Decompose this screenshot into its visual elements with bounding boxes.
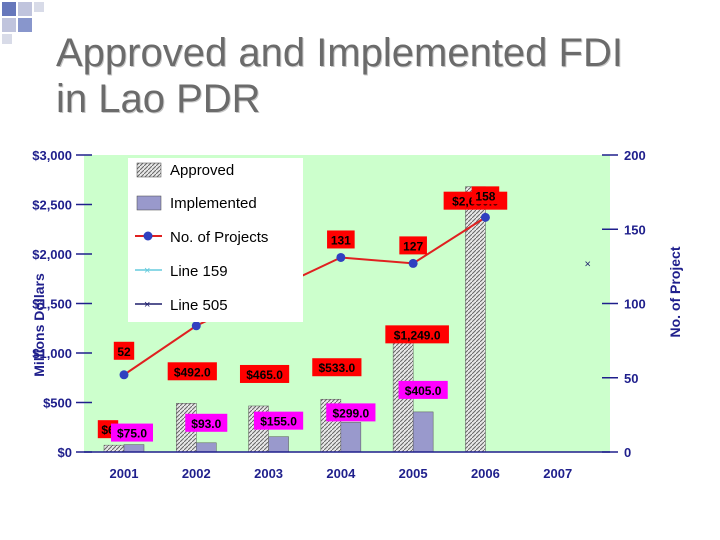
fdi-chart: × $0 $500 $1,000 $1,500 $2,000 $2,500 $3,000 0 5… xyxy=(31,148,683,481)
legend-swatch-approved xyxy=(136,162,162,178)
label-approved-2005: $1,249.0 xyxy=(394,328,441,342)
x-tick-label-2001: 2001 xyxy=(110,466,139,481)
y-axis-right-title: No. of Project xyxy=(667,246,683,337)
point-projects-2005 xyxy=(408,258,418,268)
label-implemented-2005-bg xyxy=(398,380,448,399)
point-line-505-2007: × xyxy=(584,258,590,270)
slide-title-line-2: in Lao PDR xyxy=(56,77,261,121)
y-left-tick-label: $500 xyxy=(43,396,72,411)
label-implemented-2003-bg xyxy=(253,411,304,430)
slide-title-line-1: Approved and Implemented FDI xyxy=(56,31,623,75)
label-implemented-2005: $405.0 xyxy=(405,384,442,398)
y-left-tick-label: $2,500 xyxy=(32,198,72,213)
y-left-tick-label: $3,000 xyxy=(32,148,72,163)
legend-marker-line-159: × xyxy=(144,265,150,277)
slide-title: Approved and Implemented FDI in Lao PDR xyxy=(56,30,696,122)
label-implemented-2002-bg xyxy=(185,413,228,432)
y-left-tick-label: $0 xyxy=(58,445,72,460)
bar-approved-2001 xyxy=(103,444,125,453)
bar-implemented-2001 xyxy=(123,444,145,453)
label-approved-2002: $492.0 xyxy=(174,365,211,379)
legend-label-projects: No. of Projects xyxy=(170,229,268,246)
point-projects-2002 xyxy=(191,321,201,331)
y-right-tick-label: 150 xyxy=(624,222,646,237)
label-projects-2006-bg xyxy=(471,186,500,205)
point-projects-2001 xyxy=(119,370,129,380)
legend-marker-projects xyxy=(143,231,153,241)
label-projects-2001-bg xyxy=(113,341,135,360)
x-tick-label-2003: 2003 xyxy=(254,466,283,481)
legend-label-approved: Approved xyxy=(170,162,234,179)
legend-label-line-505: Line 505 xyxy=(170,297,228,314)
label-implemented-2004-bg xyxy=(326,403,376,422)
legend-label-implemented: Implemented xyxy=(170,195,257,212)
legend-marker-line-505: × xyxy=(144,299,150,311)
x-tick-label-2005: 2005 xyxy=(399,466,428,481)
label-projects-2006: 158 xyxy=(475,189,495,203)
label-approved-2003: $465.0 xyxy=(246,368,283,382)
x-tick-label-2006: 2006 xyxy=(471,466,500,481)
y-axis-left-title: Millions Dollars xyxy=(31,273,47,377)
bar-implemented-2002 xyxy=(196,442,217,453)
x-tick-label-2004: 2004 xyxy=(326,466,356,481)
bar-implemented-2004 xyxy=(340,422,362,453)
corner-decoration xyxy=(2,2,44,44)
label-implemented-2004: $299.0 xyxy=(333,406,370,420)
bar-implemented-2003 xyxy=(268,436,289,453)
label-projects-2005: 127 xyxy=(403,239,423,253)
y-right-tick-label: 200 xyxy=(624,148,646,163)
y-left-tick-label: $1,000 xyxy=(32,346,72,361)
label-projects-2005-bg xyxy=(399,236,427,255)
y-right-tick-label: 0 xyxy=(624,445,631,460)
label-implemented-2003: $155.0 xyxy=(260,415,297,429)
label-implemented-2001: $75.0 xyxy=(117,427,147,441)
label-approved-2004-bg xyxy=(312,358,362,377)
bar-implemented-2005 xyxy=(412,411,434,453)
bar-approved-2006 xyxy=(465,186,486,453)
label-approved-2005-bg xyxy=(385,325,449,344)
y-left-tick-label: $2,000 xyxy=(32,247,72,262)
point-projects-2004 xyxy=(336,252,346,262)
legend: Approved Implemented No. of Projects × L… xyxy=(128,158,303,322)
legend-label-line-159: Line 159 xyxy=(170,263,228,280)
y-left-tick-label: $1,500 xyxy=(32,297,72,312)
y-right-tick-label: 50 xyxy=(624,371,638,386)
label-projects-2004-bg xyxy=(327,230,355,249)
label-approved-2004: $533.0 xyxy=(319,361,356,375)
y-right-tick-label: 100 xyxy=(624,297,646,312)
point-projects-2006 xyxy=(480,212,490,222)
label-projects-2004: 131 xyxy=(331,233,351,247)
label-implemented-2001-bg xyxy=(111,423,153,442)
x-tick-label-2007: 2007 xyxy=(543,466,572,481)
label-implemented-2002: $93.0 xyxy=(191,417,221,431)
x-tick-label-2002: 2002 xyxy=(182,466,211,481)
label-approved-2002-bg xyxy=(167,362,217,381)
legend-swatch-implemented xyxy=(136,195,162,211)
label-projects-2001: 52 xyxy=(117,345,131,359)
label-approved-2003-bg xyxy=(239,364,290,383)
